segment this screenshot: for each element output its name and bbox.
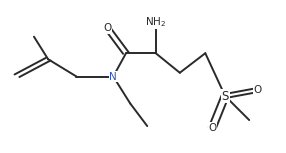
Text: S: S — [221, 90, 229, 103]
Text: NH$_2$: NH$_2$ — [145, 15, 166, 29]
Text: O: O — [104, 23, 112, 33]
Text: N: N — [109, 71, 117, 82]
Text: O: O — [208, 123, 217, 133]
Text: O: O — [254, 85, 262, 95]
